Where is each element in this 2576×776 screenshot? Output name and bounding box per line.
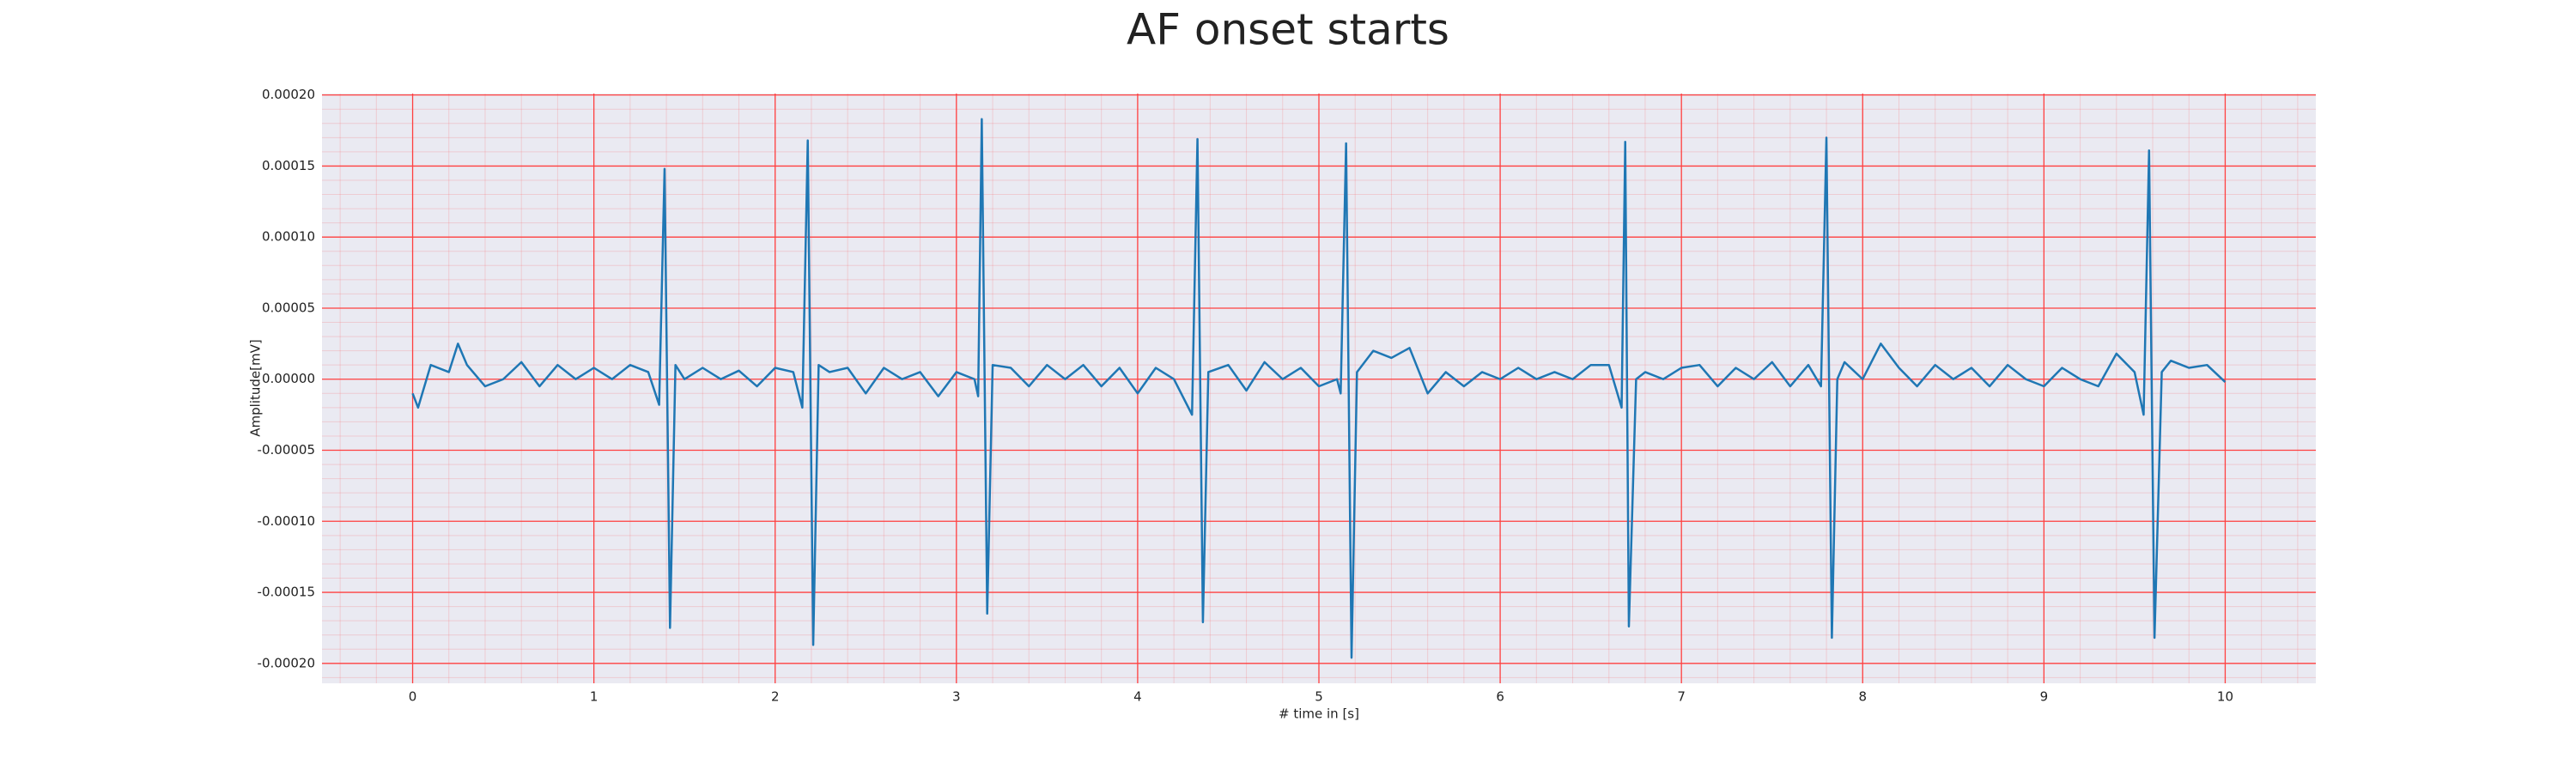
x-tick-label: 7 <box>1677 689 1686 705</box>
x-tick-label: 9 <box>2040 689 2049 705</box>
x-tick-label: 10 <box>2217 689 2233 705</box>
y-tick-label: -0.00005 <box>258 442 315 458</box>
x-tick-label: 0 <box>409 689 417 705</box>
x-tick-label: 6 <box>1496 689 1504 705</box>
x-tick-label: 8 <box>1858 689 1867 705</box>
y-tick-label: -0.00015 <box>258 585 315 600</box>
x-tick-label: 4 <box>1133 689 1142 705</box>
ecg-line <box>411 118 2227 659</box>
y-axis-label: Amplitude[mV] <box>248 339 264 436</box>
x-tick-label: 5 <box>1315 689 1323 705</box>
y-tick-label: -0.00010 <box>258 513 315 529</box>
x-tick-label: 1 <box>590 689 598 705</box>
y-tick-label: 0.00000 <box>262 371 315 386</box>
x-tick-label: 3 <box>952 689 961 705</box>
x-axis-label: # time in [s] <box>1279 706 1359 722</box>
chart-title: AF onset starts <box>1127 5 1449 55</box>
y-tick-label: -0.00020 <box>258 655 315 670</box>
y-tick-label: 0.00005 <box>262 300 315 315</box>
x-tick-label: 2 <box>771 689 780 705</box>
y-tick-label: 0.00015 <box>262 158 315 173</box>
y-tick-label: 0.00020 <box>262 87 315 102</box>
y-tick-label: 0.00010 <box>262 229 315 245</box>
